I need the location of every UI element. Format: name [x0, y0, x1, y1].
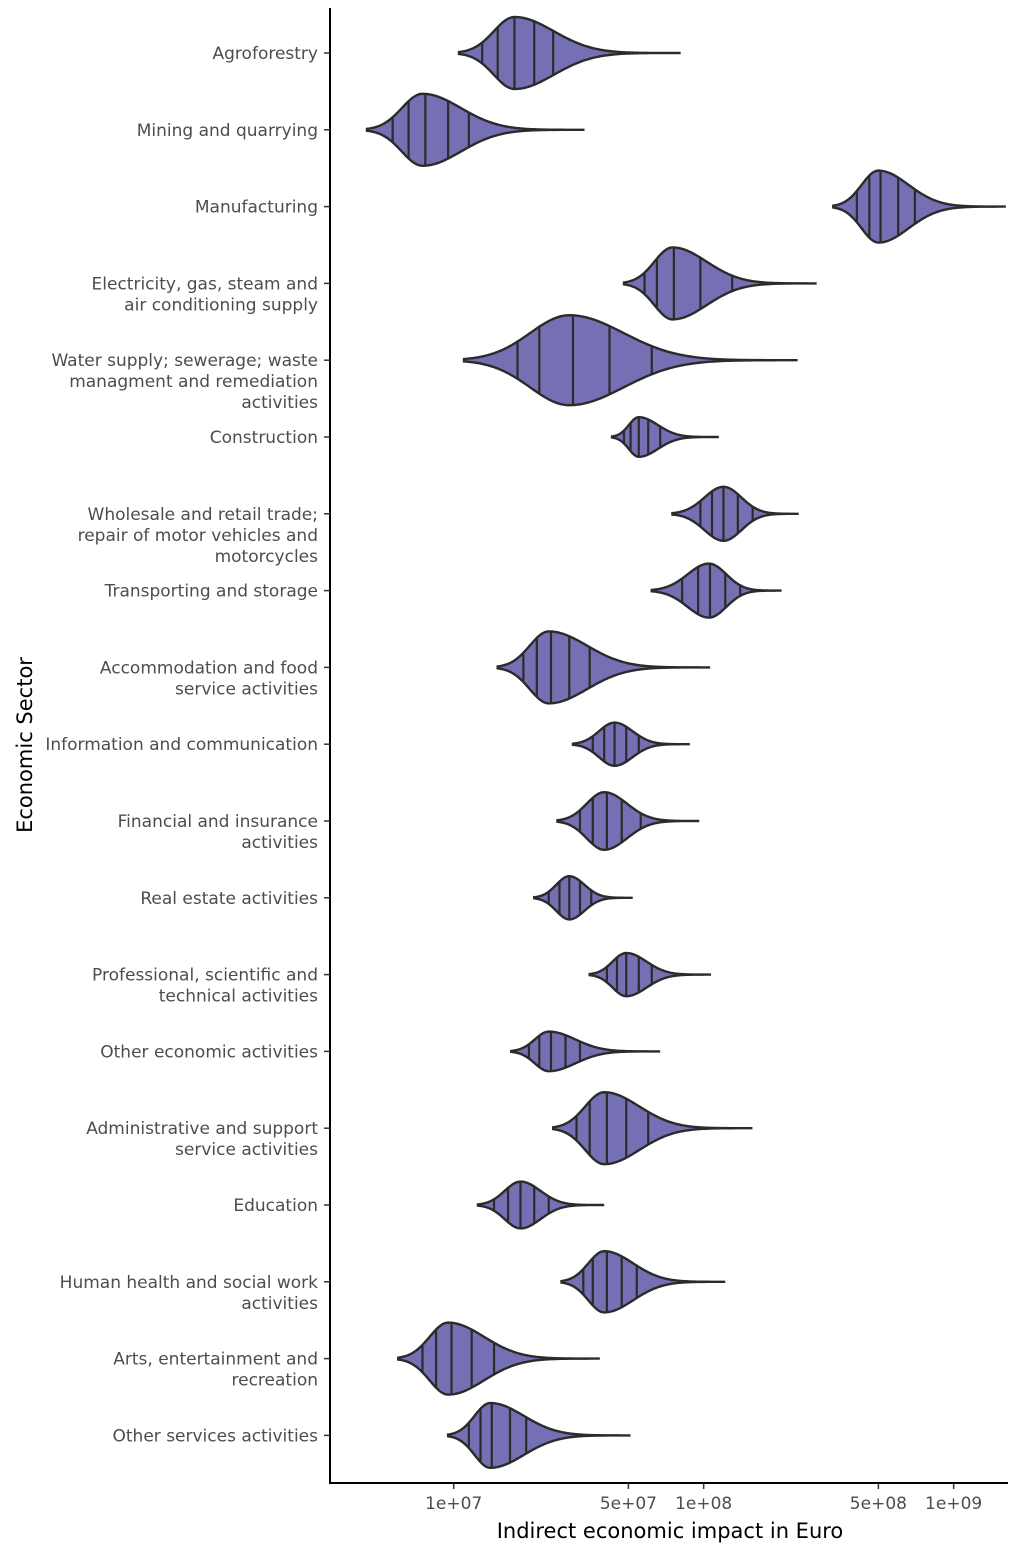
y-tick-label-line: Electricity, gas, steam and	[92, 274, 318, 294]
violin-shape	[551, 1090, 753, 1166]
y-tick-label: Human health and social work activities	[60, 1273, 318, 1314]
y-tick-label-line: Construction	[210, 428, 318, 448]
violin-shape	[588, 951, 712, 998]
x-tick-label: 5e+08	[850, 1494, 907, 1514]
violin-shape	[462, 314, 798, 407]
violin-shape	[446, 1401, 631, 1470]
y-tick-label: Other economic activities	[100, 1042, 318, 1062]
y-tick-label: Professional, scientific and technical ac…	[92, 966, 318, 1007]
violin-shape	[610, 415, 719, 459]
violin-shape	[560, 1249, 726, 1314]
x-tick-label: 5e+07	[600, 1494, 657, 1514]
y-tick-label: Financial and insurance activities	[118, 812, 318, 853]
y-tick-label: Real estate activities	[140, 889, 318, 909]
x-axis: 1e+07 5e+07 1e+08 5e+08 1e+09	[329, 1482, 1008, 1514]
violin-shape	[496, 630, 711, 705]
y-tick-label: Other services activities	[113, 1426, 319, 1446]
y-tick-label: Transporting and storage	[104, 582, 318, 602]
y-tick-label-line: Manufacturing	[195, 198, 318, 218]
x-axis-title: Indirect economic impact in Euro	[497, 1519, 844, 1543]
y-tick-label-line: Professional, scientific and	[92, 966, 318, 986]
y-tick-label-line: air conditioning supply	[124, 295, 318, 315]
y-tick-label-line: Agroforestry	[213, 44, 318, 64]
violin-shape	[556, 790, 700, 852]
violin-shape	[457, 15, 681, 91]
y-tick-label-line: Arts, entertainment and	[113, 1350, 318, 1370]
y-tick-label-line: Other services activities	[113, 1426, 319, 1446]
violin-shape	[365, 92, 585, 167]
y-tick-label-line: Accommodation and food	[100, 658, 318, 678]
violin-shape	[622, 246, 817, 321]
violin-shape	[650, 562, 782, 619]
y-tick-label-line: Real estate activities	[140, 889, 318, 909]
y-tick-label: Education	[233, 1196, 318, 1216]
y-tick-label: Electricity, gas, steam and air condition…	[92, 274, 318, 315]
y-tick-label-line: Information and communication	[45, 735, 318, 755]
y-tick-label: Construction	[210, 428, 318, 448]
y-tick-label: Wholesale and retail trade; repair of mot…	[78, 505, 319, 567]
y-tick-label-line: activities	[241, 833, 318, 853]
y-tick-label-line: Other economic activities	[100, 1042, 318, 1062]
y-tick-label-line: recreation	[232, 1371, 318, 1391]
y-tick-label-line: Mining and quarrying	[137, 121, 318, 141]
y-tick-label-line: repair of motor vehicles and	[78, 526, 318, 546]
y-tick-label-line: Wholesale and retail trade;	[88, 505, 318, 525]
y-tick-label-line: activities	[241, 393, 318, 413]
y-tick-label: Information and communication	[45, 735, 318, 755]
violin-shape	[510, 1030, 661, 1073]
y-tick-label: Arts, entertainment and recreation	[113, 1350, 318, 1391]
x-tick-label: 1e+07	[425, 1494, 482, 1514]
x-tick-label: 1e+09	[925, 1494, 982, 1514]
y-tick-label: Accommodation and food service activities	[100, 658, 318, 699]
y-tick-label: Water supply; sewerage; waste managment a…	[51, 351, 318, 413]
violin-layer	[365, 15, 1006, 1470]
y-tick-label-line: activities	[241, 1294, 318, 1314]
violin-shape	[397, 1321, 600, 1396]
y-tick-label-line: service activities	[175, 679, 318, 699]
y-tick-label-line: Administrative and support	[86, 1119, 318, 1139]
violin-shape	[476, 1180, 605, 1230]
y-tick-label-line: technical activities	[159, 987, 318, 1007]
y-tick-label-line: motorcycles	[215, 547, 319, 567]
y-axis: Agroforestry Mining and quarrying Manufact…	[45, 8, 331, 1483]
x-tick-label: 1e+08	[675, 1494, 732, 1514]
y-tick-label-line: Human health and social work	[60, 1273, 318, 1293]
y-tick-label: Mining and quarrying	[137, 121, 318, 141]
y-axis-title: Economic Sector	[13, 657, 37, 833]
y-tick-label: Agroforestry	[213, 44, 318, 64]
y-tick-label-line: Education	[233, 1196, 318, 1216]
y-tick-label-line: managment and remediation	[69, 372, 318, 392]
violin-shape	[671, 485, 799, 542]
violin-shape	[571, 721, 690, 767]
y-tick-label: Administrative and support service activi…	[86, 1119, 318, 1160]
y-tick-label-line: Financial and insurance	[118, 812, 318, 832]
violin-shape	[832, 169, 1006, 244]
y-tick-label-line: service activities	[175, 1140, 318, 1160]
y-tick-label-line: Transporting and storage	[104, 582, 318, 602]
y-tick-label-line: Water supply; sewerage; waste	[51, 351, 318, 371]
y-tick-label: Manufacturing	[195, 198, 318, 218]
